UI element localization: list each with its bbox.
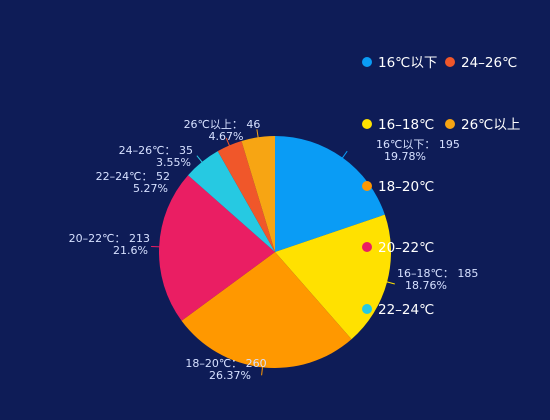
legend-marker-2: [445, 57, 455, 67]
slice-label-value-7: 26℃以上： 46: [184, 118, 261, 131]
slice-label-value-6: 24–26℃： 35: [119, 144, 193, 157]
pie-slice-7[interactable]: [241, 136, 275, 252]
leader-line-1: [340, 150, 348, 160]
legend-marker-6: [362, 242, 372, 252]
pie-slice-1[interactable]: [275, 136, 385, 252]
legend-item-2[interactable]: 24–26℃: [445, 55, 517, 71]
legend-label-4: 26℃以上: [461, 117, 520, 133]
legend-item-5[interactable]: 18–20℃: [362, 179, 434, 195]
legend-label-5: 18–20℃: [378, 179, 434, 195]
leader-line-5: [196, 155, 204, 164]
legend-item-4[interactable]: 26℃以上: [445, 117, 520, 133]
slice-label-percent-1: 19.78%: [384, 150, 426, 163]
legend-label-3: 16–18℃: [378, 117, 434, 133]
pie-slices: [159, 136, 392, 368]
pie-slice-6[interactable]: [217, 140, 275, 252]
legend-item-6[interactable]: 20–22℃: [362, 240, 434, 256]
legend-item-1[interactable]: 16℃以下: [362, 55, 437, 71]
legend-marker-7: [362, 304, 372, 314]
pie-slice-2[interactable]: [275, 214, 392, 340]
pie-slice-5[interactable]: [188, 151, 275, 252]
slice-label-percent-3: 26.37%: [209, 369, 251, 382]
legend-label-6: 20–22℃: [378, 240, 434, 256]
legend[interactable]: 16℃以下 24–26℃ 16–18℃ 26℃以上 18–20℃ 20–22℃ 22–24℃: [362, 55, 520, 318]
slice-label-percent-5: 5.27%: [133, 182, 168, 195]
slice-label-percent-7: 4.67%: [209, 130, 244, 143]
legend-item-7[interactable]: 22–24℃: [362, 302, 434, 318]
label-leader-lines: [151, 129, 395, 376]
slice-label-value-1: 16℃以下： 195: [376, 138, 460, 151]
slice-label-percent-6: 3.55%: [156, 156, 191, 169]
legend-marker-4: [445, 119, 455, 129]
legend-marker-5: [362, 181, 372, 191]
legend-marker-1: [362, 57, 372, 67]
leader-line-6: [225, 137, 231, 148]
slice-label-value-5: 22–24℃： 52: [96, 170, 170, 183]
pie-slice-4[interactable]: [159, 175, 275, 321]
leader-line-3: [261, 365, 264, 376]
legend-label-1: 16℃以下: [378, 55, 437, 71]
legend-marker-3: [362, 119, 372, 129]
legend-item-3[interactable]: 16–18℃: [362, 117, 434, 133]
slice-label-value-3: 18–20℃： 260: [185, 357, 266, 370]
slice-label-percent-2: 18.76%: [405, 279, 447, 292]
slice-label-percent-4: 21.6%: [113, 244, 148, 257]
slice-label-value-2: 16–18℃： 185: [397, 267, 478, 280]
slice-label-value-4: 20–22℃： 213: [69, 232, 150, 245]
legend-label-2: 24–26℃: [461, 55, 517, 71]
pie-slice-3[interactable]: [181, 252, 352, 368]
leader-line-7: [256, 129, 259, 140]
leader-line-2: [384, 280, 395, 285]
legend-label-7: 22–24℃: [378, 302, 434, 318]
